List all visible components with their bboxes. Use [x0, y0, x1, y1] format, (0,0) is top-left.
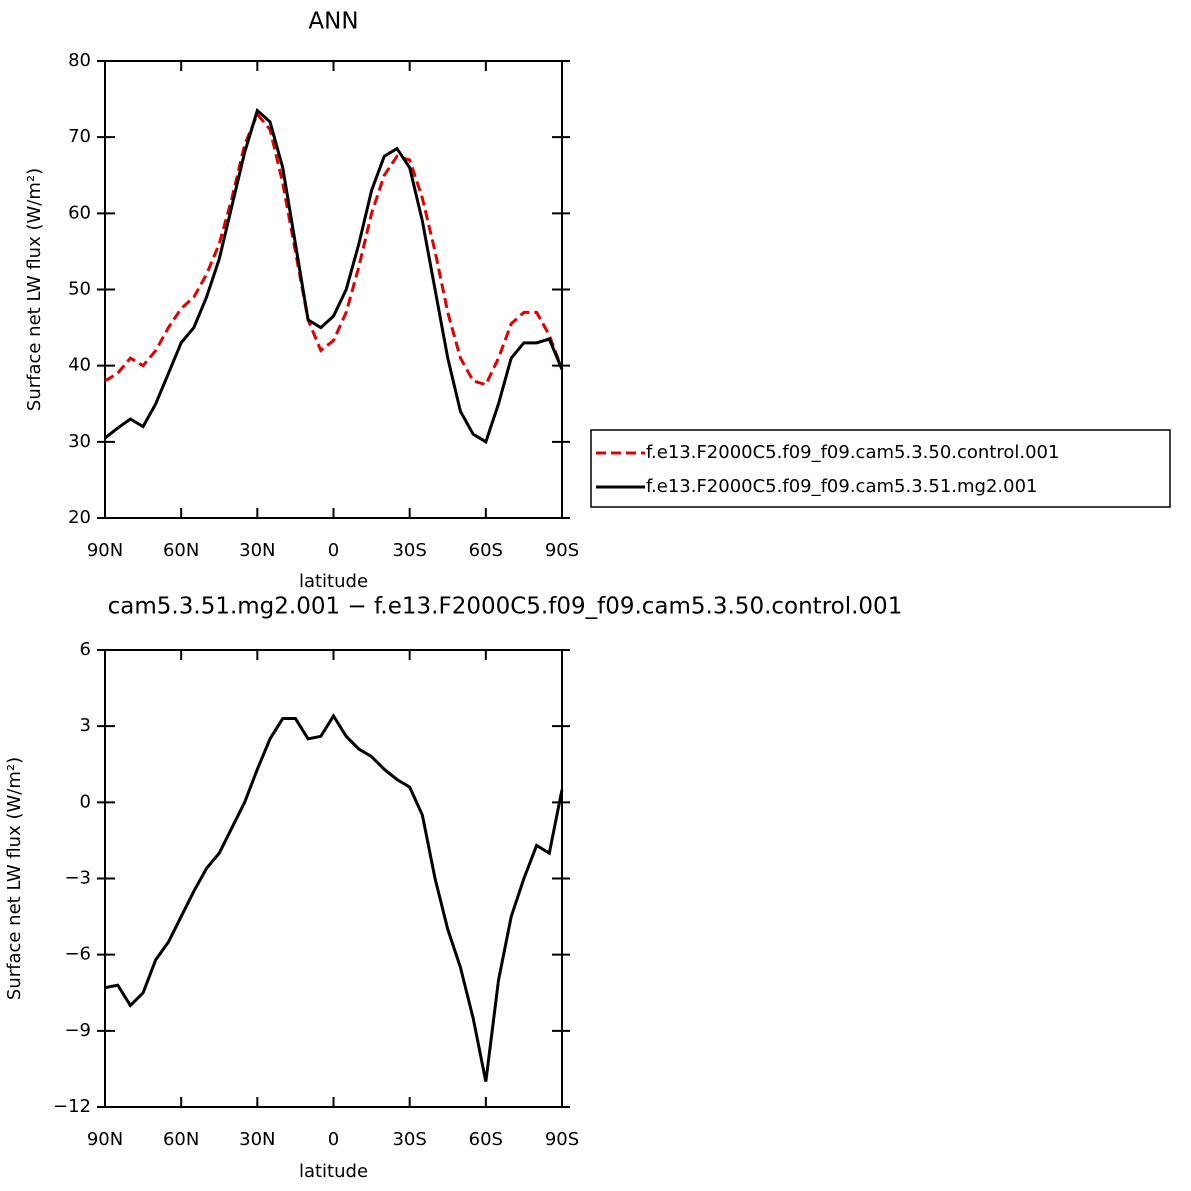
x-tick-label: 90S [545, 1129, 579, 1150]
y-tick-label: 70 [68, 126, 91, 147]
x-tick-label: 30N [239, 540, 275, 561]
y-tick-label: 40 [68, 355, 91, 376]
y-tick-label: −12 [53, 1096, 91, 1117]
x-tick-label: 30S [392, 540, 426, 561]
chart-title: ANN [308, 9, 358, 35]
x-tick-label: 0 [328, 540, 339, 561]
x-tick-label: 60S [469, 540, 503, 561]
y-tick-label: 3 [80, 715, 91, 736]
x-tick-label: 60N [163, 540, 199, 561]
legend-label: f.e13.F2000C5.f09_f09.cam5.3.51.mg2.001 [646, 476, 1037, 497]
y-tick-label: 60 [68, 202, 91, 223]
y-tick-label: −6 [64, 944, 91, 965]
y-tick-label: 80 [68, 50, 91, 71]
x-tick-label: 90N [87, 540, 123, 561]
x-tick-label: 60S [469, 1129, 503, 1150]
legend-label: f.e13.F2000C5.f09_f09.cam5.3.50.control.… [646, 442, 1059, 463]
y-tick-label: −9 [64, 1020, 91, 1041]
x-tick-label: 30N [239, 1129, 275, 1150]
legend-box [590, 429, 1171, 508]
y-tick-label: 6 [80, 639, 91, 660]
x-tick-label: 60N [163, 1129, 199, 1150]
chart-title: cam5.3.51.mg2.001 − f.e13.F2000C5.f09_f0… [108, 594, 903, 620]
x-axis-label: latitude [299, 1161, 368, 1182]
x-tick-label: 0 [328, 1129, 339, 1150]
plot-frame [104, 60, 563, 519]
y-tick-label: 20 [68, 507, 91, 528]
y-tick-label: 0 [80, 791, 91, 812]
data-line [104, 111, 564, 387]
y-tick-label: 50 [68, 279, 91, 300]
x-tick-label: 90N [87, 1129, 123, 1150]
x-axis-label: latitude [299, 571, 368, 592]
data-line [104, 107, 564, 445]
y-tick-label: −3 [64, 868, 91, 889]
data-line [104, 713, 564, 1082]
y-axis-label: Surface net LW flux (W/m²) [24, 168, 45, 411]
y-tick-label: 30 [68, 431, 91, 452]
y-axis-label: Surface net LW flux (W/m²) [4, 757, 25, 1000]
x-tick-label: 90S [545, 540, 579, 561]
x-tick-label: 30S [392, 1129, 426, 1150]
